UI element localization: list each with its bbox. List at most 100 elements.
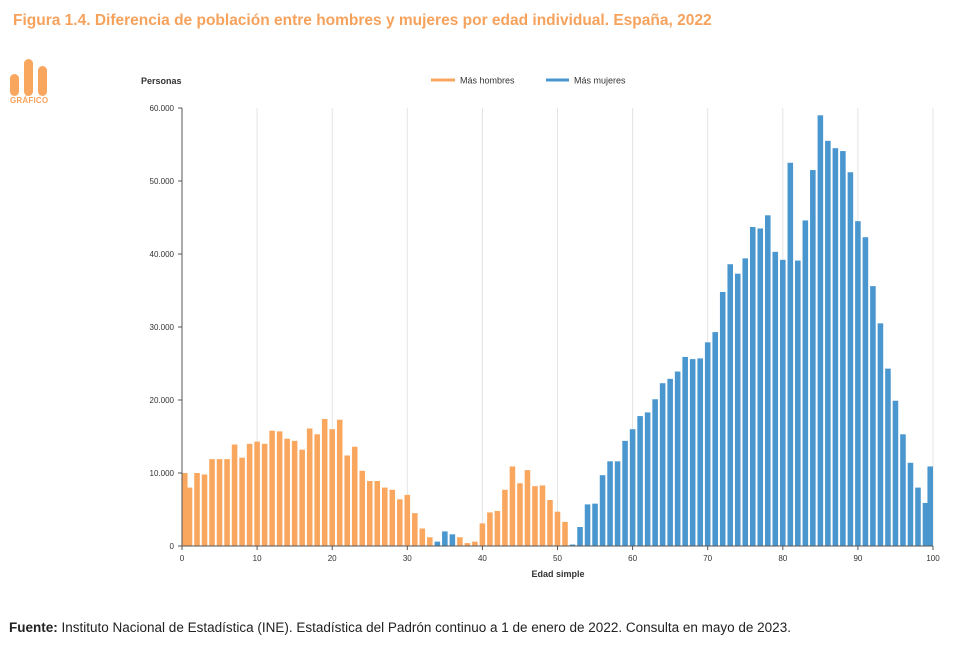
bar-mas-mujeres [795, 260, 801, 546]
bar-mas-hombres [194, 473, 200, 546]
bar-mas-mujeres [780, 259, 786, 546]
chart-icon-bar-1 [10, 74, 19, 96]
gridlines [256, 108, 934, 546]
bar-mas-hombres [509, 466, 516, 546]
bar-mas-mujeres [810, 170, 816, 547]
bar-mas-mujeres [659, 383, 666, 546]
y-tick-label: 10.000 [150, 469, 175, 478]
bars [182, 115, 933, 547]
bar-mas-mujeres [644, 412, 651, 546]
bar-mas-mujeres [825, 140, 831, 546]
x-tick-label: 50 [553, 554, 562, 563]
bar-mas-mujeres [802, 220, 809, 547]
bar-mas-mujeres [742, 258, 749, 546]
bar-mas-hombres [182, 473, 188, 546]
bar-mas-hombres [314, 434, 320, 546]
x-tick-label: 20 [328, 554, 337, 563]
bar-mas-mujeres [569, 544, 576, 546]
bar-mas-hombres [472, 541, 478, 546]
bar-mas-hombres [479, 523, 486, 546]
x-tick-label: 100 [926, 554, 940, 563]
bar-mas-hombres [359, 470, 366, 546]
bar-mas-mujeres [622, 440, 628, 546]
bar-mas-hombres [374, 481, 381, 546]
x-tick-label: 60 [628, 554, 637, 563]
legend: Más hombres Más mujeres [431, 76, 626, 86]
y-tick-label: 20.000 [150, 396, 175, 405]
bar-mas-hombres [201, 474, 208, 546]
bar-mas-mujeres [629, 429, 636, 546]
bar-mas-hombres [276, 431, 283, 546]
bar-mas-hombres [366, 481, 373, 546]
bar-mas-hombres [427, 537, 433, 546]
logo-label: GRÁFICO [10, 96, 49, 105]
bar-mas-hombres [554, 511, 561, 546]
x-tick-label: 40 [478, 554, 487, 563]
bar-mas-mujeres [637, 416, 643, 546]
bar-mas-mujeres [772, 251, 779, 546]
bar-mas-hombres [261, 443, 268, 546]
bar-mas-mujeres [599, 475, 606, 546]
bar-mas-mujeres [442, 531, 448, 546]
bar-mas-mujeres [922, 502, 929, 546]
bar-mas-hombres [186, 487, 193, 546]
bar-mas-mujeres [787, 162, 794, 546]
x-tick-label: 90 [853, 554, 862, 563]
bar-mas-hombres [397, 499, 403, 546]
bar-mas-mujeres [927, 466, 933, 546]
bar-mas-mujeres [855, 221, 861, 546]
bar-mas-mujeres [712, 332, 718, 546]
bar-mas-hombres [231, 444, 238, 546]
bar-mas-mujeres [847, 172, 854, 547]
bar-mas-mujeres [862, 237, 869, 546]
bar-mas-hombres [351, 446, 358, 546]
bar-mas-mujeres [749, 226, 756, 547]
bar-mas-hombres [502, 489, 508, 546]
bar-chart: 0 10.000 20.000 30.000 40.000 50.000 60.000 0 1… [141, 76, 940, 580]
bar-mas-mujeres [817, 115, 824, 547]
bar-mas-mujeres [577, 527, 583, 546]
figure-title: Figura 1.4. Diferencia de población entr… [13, 12, 712, 29]
bar-mas-mujeres [584, 504, 591, 546]
bar-mas-mujeres [689, 359, 696, 546]
bar-mas-hombres [291, 440, 298, 546]
bar-mas-hombres [336, 419, 343, 546]
bar-mas-hombres [284, 438, 290, 546]
bar-mas-mujeres [652, 399, 658, 546]
legend-label-men: Más hombres [460, 76, 515, 86]
chart-icon-bar-3 [38, 66, 47, 96]
y-axis-ticks: 0 10.000 20.000 30.000 40.000 50.000 60.000 [150, 104, 182, 551]
x-tick-label: 80 [778, 554, 787, 563]
x-tick-label: 0 [180, 554, 185, 563]
bar-mas-hombres [239, 457, 245, 546]
legend-label-women: Más mujeres [574, 76, 626, 86]
bar-mas-hombres [547, 500, 553, 546]
bar-mas-mujeres [614, 461, 621, 546]
bar-mas-mujeres [607, 461, 613, 546]
bar-mas-hombres [457, 537, 463, 546]
bar-mas-hombres [517, 483, 523, 546]
bar-mas-mujeres [907, 462, 914, 546]
bar-mas-mujeres [674, 371, 681, 546]
bar-mas-hombres [494, 510, 501, 546]
y-axis-label: Personas [141, 76, 182, 86]
bar-mas-mujeres [719, 291, 726, 546]
bar-mas-mujeres [757, 228, 764, 546]
bar-mas-mujeres [734, 273, 741, 546]
y-tick-label: 50.000 [150, 177, 175, 186]
bar-mas-hombres [412, 513, 418, 546]
chart-icon-bar-2 [24, 59, 33, 96]
x-axis-label: Edad simple [531, 569, 584, 579]
bar-mas-mujeres [885, 368, 891, 546]
y-tick-label: 60.000 [150, 104, 175, 113]
bar-mas-hombres [299, 449, 305, 546]
chart-icon [10, 59, 47, 96]
bar-mas-mujeres [870, 286, 876, 546]
x-tick-label: 10 [253, 554, 262, 563]
bar-mas-mujeres [832, 148, 839, 546]
bar-mas-hombres [246, 443, 253, 546]
bar-mas-hombres [321, 418, 328, 546]
bar-mas-mujeres [434, 541, 441, 546]
bar-mas-mujeres [900, 434, 906, 546]
bar-mas-mujeres [892, 400, 899, 546]
